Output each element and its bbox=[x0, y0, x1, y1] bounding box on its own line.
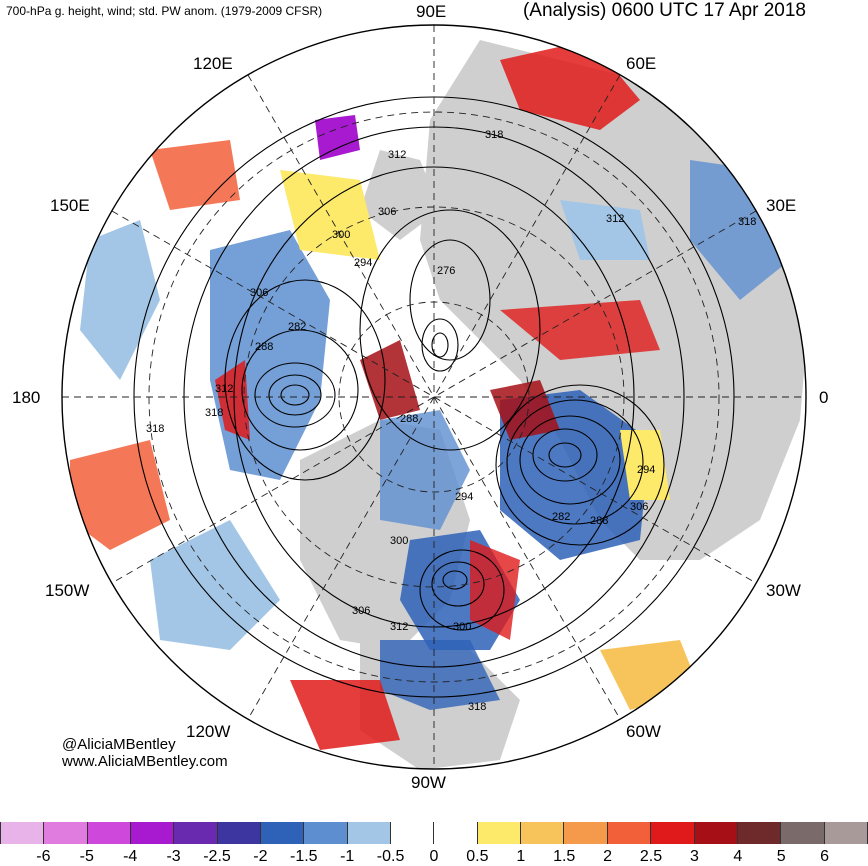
colorbar-tick-label: 0 bbox=[429, 848, 439, 865]
credit-handle: @AliciaMBentley bbox=[62, 736, 176, 753]
colorbar-tick-label: 1 bbox=[516, 848, 526, 865]
contour-label: 318 bbox=[738, 216, 756, 228]
contour-label: 288 bbox=[590, 515, 608, 527]
colorbar-swatch bbox=[0, 822, 45, 844]
contour-label: 288 bbox=[255, 341, 273, 353]
lon-label-150e: 150E bbox=[50, 196, 90, 215]
colorbar-tick-label: 1.5 bbox=[553, 848, 576, 865]
colorbar-tick-label: -1.5 bbox=[290, 848, 318, 865]
colorbar-tick-label: 4 bbox=[733, 848, 743, 865]
colorbar-swatch bbox=[737, 822, 782, 844]
lon-label-90w: 90W bbox=[411, 773, 446, 792]
colorbar-tick-label: -5 bbox=[79, 848, 94, 865]
colorbar-swatch bbox=[564, 822, 608, 844]
colorbar-tick-label: -6 bbox=[36, 848, 51, 865]
colorbar-swatch bbox=[477, 822, 522, 844]
contour-label: 282 bbox=[288, 321, 306, 333]
colorbar-swatch bbox=[694, 822, 738, 844]
colorbar-tick-label: 5 bbox=[776, 848, 786, 865]
colorbar-swatch bbox=[391, 822, 435, 844]
contour-label: 300 bbox=[453, 621, 471, 633]
colorbar-tick-label: 3 bbox=[689, 848, 699, 865]
colorbar-tick-label: 0.5 bbox=[466, 848, 489, 865]
contour-label: 276 bbox=[437, 265, 455, 277]
colorbar-tick-label: -4 bbox=[123, 848, 138, 865]
contour-label: 306 bbox=[352, 605, 370, 617]
colorbar bbox=[0, 822, 868, 844]
colorbar-swatch bbox=[217, 822, 262, 844]
contour-label: 306 bbox=[378, 206, 396, 218]
colorbar-swatch bbox=[434, 822, 478, 844]
contour-label: 282 bbox=[552, 511, 570, 523]
colorbar-swatch bbox=[781, 822, 825, 844]
colorbar-tick-label: -3 bbox=[166, 848, 181, 865]
lon-label-150w: 150W bbox=[45, 581, 89, 600]
colorbar-swatch bbox=[347, 822, 392, 844]
contour-label: 312 bbox=[390, 621, 408, 633]
lon-label-180: 180 bbox=[12, 388, 40, 407]
colorbar-swatch bbox=[824, 822, 868, 844]
colorbar-tick-labels: -6 -5 -4 -3 -2.5 -2 -1.5 -1 -0.5 0 0.5 1 1.5 2 2.5 3 4 5 6 bbox=[0, 848, 868, 866]
lon-label-30w: 30W bbox=[766, 581, 801, 600]
colorbar-swatch bbox=[174, 822, 218, 844]
contour-label: 312 bbox=[606, 213, 624, 225]
colorbar-swatch bbox=[304, 822, 348, 844]
colorbar-tick-label: -2.5 bbox=[203, 848, 231, 865]
colorbar-swatch bbox=[44, 822, 88, 844]
colorbar-tick-label: 2.5 bbox=[639, 848, 663, 865]
lon-label-90e: 90E bbox=[416, 2, 446, 21]
map-subtitle: 700-hPa g. height, wind; std. PW anom. (… bbox=[6, 4, 323, 18]
contour-label: 312 bbox=[215, 383, 233, 395]
colorbar-swatch bbox=[87, 822, 132, 844]
contour-labels: 318 312 306 312 300 294 276 306 282 288 … bbox=[146, 129, 756, 713]
contour-label: 318 bbox=[146, 423, 164, 435]
map-boundary bbox=[61, 24, 807, 770]
lon-label-0: 0 bbox=[819, 388, 828, 407]
colorbar-tick-label: -2 bbox=[253, 848, 268, 865]
polar-map: 318 312 306 312 300 294 276 306 282 288 … bbox=[12, 2, 828, 792]
contour-label: 306 bbox=[630, 501, 648, 513]
contour-label: 300 bbox=[332, 229, 350, 241]
colorbar-tick-label: 2 bbox=[603, 848, 613, 865]
colorbar-tick-label: -0.5 bbox=[376, 848, 405, 865]
lon-label-60e: 60E bbox=[626, 54, 656, 73]
lon-label-120w: 120W bbox=[186, 722, 230, 741]
colorbar-swatch bbox=[131, 822, 175, 844]
lon-label-30e: 30E bbox=[766, 196, 796, 215]
longitude-labels: 90E 60E 120E 150E 30E 0 180 150W 30W 120… bbox=[12, 2, 828, 792]
lon-label-120e: 120E bbox=[193, 54, 233, 73]
contour-label: 306 bbox=[250, 287, 268, 299]
colorbar-swatch bbox=[261, 822, 305, 844]
contour-label: 294 bbox=[455, 491, 473, 503]
colorbar-swatch bbox=[607, 822, 652, 844]
lon-label-60w: 60W bbox=[626, 722, 661, 741]
colorbar-tick-label: -1 bbox=[340, 848, 355, 865]
contour-label: 318 bbox=[485, 129, 503, 141]
contour-label: 318 bbox=[468, 701, 486, 713]
contour-label: 294 bbox=[354, 257, 372, 269]
contour-label: 300 bbox=[390, 535, 408, 547]
colorbar-swatch bbox=[651, 822, 695, 844]
graticule bbox=[62, 25, 806, 769]
contour-label: 288 bbox=[400, 413, 418, 425]
contour-label: 318 bbox=[205, 407, 223, 419]
map-title: (Analysis) 0600 UTC 17 Apr 2018 bbox=[522, 0, 806, 21]
contour-label: 294 bbox=[637, 464, 655, 476]
contour-label: 312 bbox=[388, 149, 406, 161]
credit-website: www.AliciaMBentley.com bbox=[62, 753, 228, 770]
colorbar-tick-label: 6 bbox=[820, 848, 830, 865]
colorbar-swatch bbox=[521, 822, 565, 844]
